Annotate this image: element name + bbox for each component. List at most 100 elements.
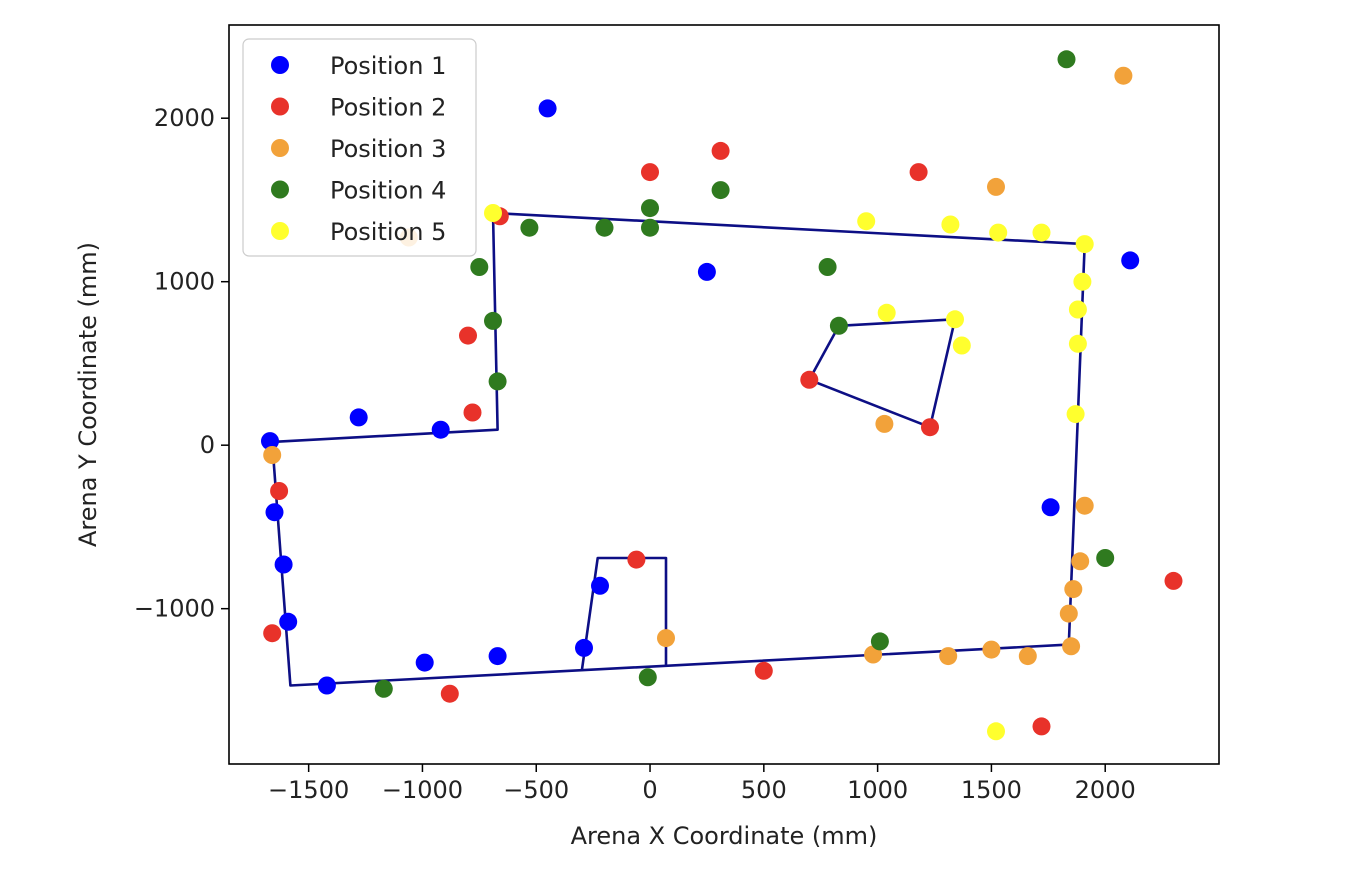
legend: Position 1 Position 2 Position 3 Position 4…: [242, 38, 477, 257]
point-position-2: [459, 326, 477, 345]
x-tick-label: −1000: [382, 776, 463, 804]
point-position-1: [415, 653, 434, 672]
point-position-2: [909, 163, 928, 182]
point-position-1: [591, 576, 609, 595]
point-position-3: [1062, 637, 1081, 656]
point-position-3: [987, 177, 1005, 196]
point-position-1: [317, 676, 336, 695]
point-position-2: [270, 482, 289, 500]
point-position-3: [657, 629, 675, 648]
point-position-4: [1096, 549, 1115, 567]
point-position-3: [875, 414, 894, 433]
point-position-4: [641, 218, 659, 237]
point-position-2: [711, 141, 730, 160]
y-tick-label: 1000: [154, 268, 215, 296]
point-position-3: [263, 446, 282, 464]
point-position-2: [641, 163, 659, 182]
legend-label: Position 4: [330, 177, 446, 205]
point-position-4: [870, 632, 889, 651]
x-axis-label: Arena X Coordinate (mm): [571, 822, 878, 850]
x-tick-label: 0: [642, 776, 657, 804]
point-position-2: [263, 624, 282, 643]
point-position-4: [470, 258, 489, 276]
y-tick-label: 2000: [154, 104, 215, 132]
x-tick-label: −1500: [268, 776, 349, 804]
point-position-2: [627, 550, 646, 569]
point-position-5: [857, 212, 876, 231]
point-position-2: [1164, 571, 1183, 590]
x-tick-label: 1500: [961, 776, 1022, 804]
legend-marker: [271, 97, 289, 116]
point-position-5: [1075, 235, 1094, 254]
point-position-2: [800, 370, 819, 389]
legend-label: Position 2: [330, 94, 446, 122]
point-position-5: [1066, 405, 1085, 424]
point-position-4: [374, 679, 393, 698]
y-tick-label: −1000: [134, 595, 215, 623]
x-tick-label: −500: [503, 776, 569, 804]
x-tick-label: 500: [741, 776, 787, 804]
x-tick-label: 1000: [847, 776, 908, 804]
point-position-5: [952, 336, 971, 355]
point-position-4: [520, 218, 539, 237]
point-position-3: [939, 647, 958, 666]
legend-label: Position 5: [330, 218, 446, 246]
axes-frame: [228, 24, 1220, 765]
point-position-4: [484, 311, 502, 330]
point-position-1: [265, 503, 284, 522]
point-position-1: [575, 638, 593, 657]
point-position-1: [1041, 498, 1060, 517]
point-position-4: [818, 258, 837, 276]
point-position-1: [279, 612, 298, 631]
legend-label: Position 3: [330, 135, 446, 163]
legend-marker: [271, 139, 289, 157]
point-position-2: [463, 403, 482, 422]
point-position-4: [641, 199, 659, 218]
point-position-4: [638, 668, 657, 687]
point-position-3: [1018, 647, 1037, 666]
point-position-1: [538, 99, 557, 118]
point-position-3: [982, 640, 1001, 659]
point-position-2: [440, 684, 459, 703]
point-position-4: [829, 316, 848, 335]
point-position-1: [697, 262, 716, 281]
point-position-3: [1059, 604, 1078, 623]
point-position-4: [711, 181, 730, 200]
ticks-layer: −1500 −1000 −500 0 500 1000 1500 2000 −1000 0 1000…: [134, 104, 1136, 804]
point-position-2: [921, 418, 939, 437]
point-position-1: [349, 408, 368, 427]
point-position-5: [1068, 300, 1087, 319]
point-position-5: [946, 310, 964, 329]
point-position-5: [484, 204, 502, 222]
y-axis-label: Arena Y Coordinate (mm): [74, 242, 102, 547]
point-position-3: [1064, 580, 1083, 599]
legend-marker: [271, 222, 289, 240]
point-position-5: [1068, 334, 1087, 353]
point-position-4: [1057, 50, 1076, 69]
legend-label: Position 1: [330, 52, 446, 80]
point-position-5: [987, 722, 1005, 741]
legend-box: [242, 38, 477, 257]
point-position-1: [261, 432, 279, 451]
point-position-1: [1121, 251, 1140, 270]
point-position-3: [1071, 552, 1090, 571]
point-position-2: [1032, 717, 1051, 736]
point-position-5: [1032, 223, 1051, 242]
point-position-5: [941, 215, 960, 234]
point-position-1: [274, 555, 293, 574]
point-position-5: [877, 303, 896, 322]
legend-marker: [271, 180, 289, 199]
point-position-3: [1075, 496, 1094, 515]
point-position-5: [1073, 272, 1092, 291]
point-position-2: [754, 661, 773, 680]
point-position-1: [488, 647, 507, 666]
point-position-5: [989, 223, 1008, 242]
point-position-4: [595, 218, 614, 237]
point-position-4: [488, 372, 507, 391]
point-position-3: [1114, 66, 1133, 85]
x-tick-label: 2000: [1075, 776, 1136, 804]
point-position-1: [431, 420, 450, 439]
legend-marker: [271, 56, 289, 74]
